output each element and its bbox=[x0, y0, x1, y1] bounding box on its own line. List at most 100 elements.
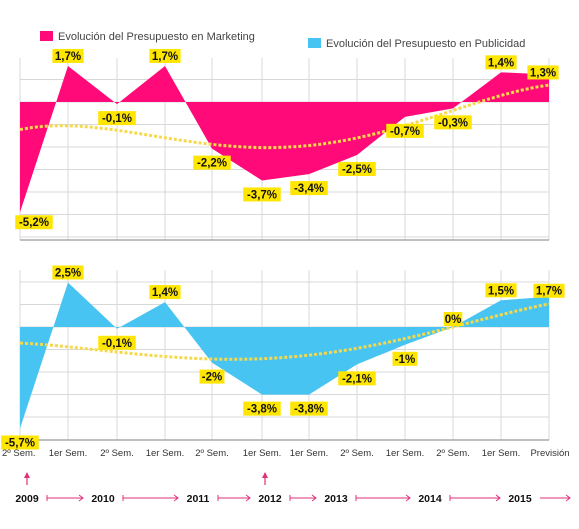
data-label-text: 2,5% bbox=[55, 268, 81, 280]
data-label-bg bbox=[243, 187, 281, 202]
data-label-bg bbox=[149, 48, 181, 63]
data-label-bg bbox=[392, 351, 418, 366]
x-tick-label: 1er Sem. bbox=[386, 448, 425, 459]
timeline-arrow bbox=[173, 494, 179, 502]
legend-swatch-marketing bbox=[40, 31, 53, 41]
data-label-bg bbox=[386, 123, 424, 138]
data-label-bg bbox=[290, 401, 328, 416]
data-label-bg bbox=[52, 265, 84, 280]
data-label: 1,7% bbox=[533, 283, 565, 298]
data-label-bg bbox=[15, 215, 53, 230]
data-label-text: -0,1% bbox=[102, 113, 132, 125]
timeline-year-label: 2012 bbox=[258, 493, 282, 505]
data-label: -5,2% bbox=[15, 215, 53, 230]
data-labels-layer: -5,2% 1,7% -0,1% 1,7% -2,2% -3,7% -3,4% -2,5% -0… bbox=[1, 48, 565, 450]
data-label: -5,7% bbox=[1, 435, 39, 450]
data-label: -2,5% bbox=[338, 162, 376, 176]
data-label-text: -2,5% bbox=[342, 164, 372, 176]
timeline-arrow bbox=[245, 494, 251, 502]
legend-label-publicidad: Evolución del Presupuesto en Publicidad bbox=[326, 38, 525, 50]
data-label-bg bbox=[533, 283, 565, 298]
timeline-year-label: 2009 bbox=[15, 493, 39, 505]
publicidad-trend-line bbox=[19, 302, 550, 361]
data-label-text: 1,5% bbox=[488, 285, 514, 297]
data-label-text: -0,7% bbox=[390, 126, 420, 138]
data-label-bg bbox=[98, 335, 136, 350]
trend-layer bbox=[19, 83, 550, 361]
data-label-bg bbox=[338, 371, 376, 386]
data-label-bg bbox=[243, 401, 281, 416]
x-tick-label: Previsión bbox=[530, 448, 569, 459]
data-label-bg bbox=[193, 155, 231, 170]
data-label: -0,1% bbox=[98, 111, 136, 126]
timeline-arrow bbox=[565, 494, 571, 502]
data-label-text: -1% bbox=[395, 354, 415, 366]
data-label-bg bbox=[338, 162, 376, 176]
timeline-arrow bbox=[405, 494, 411, 502]
data-label: 1,7% bbox=[52, 48, 84, 63]
data-label-text: -3,8% bbox=[247, 404, 277, 416]
x-tick-label: 1er Sem. bbox=[482, 448, 521, 459]
data-label-text: -2% bbox=[202, 372, 222, 384]
timeline-year-label: 2015 bbox=[508, 493, 532, 505]
data-label-text: -3,8% bbox=[294, 404, 324, 416]
data-label-text: 1,4% bbox=[152, 287, 178, 299]
data-label: -0,7% bbox=[386, 123, 424, 138]
x-tick-label: 1er Sem. bbox=[146, 448, 185, 459]
timeline-arrow bbox=[78, 494, 84, 502]
data-label-bg bbox=[434, 115, 472, 130]
timeline-arrow bbox=[311, 494, 317, 502]
data-label: -2% bbox=[199, 369, 225, 384]
data-label-bg bbox=[485, 55, 517, 70]
data-label-text: 1,7% bbox=[152, 51, 178, 63]
data-label-bg bbox=[149, 285, 181, 300]
data-label-text: -5,7% bbox=[5, 437, 35, 449]
data-label: -0,1% bbox=[98, 335, 136, 350]
data-label-bg bbox=[485, 283, 517, 298]
publicidad-area bbox=[20, 282, 549, 429]
data-label-text: -2,1% bbox=[342, 373, 372, 385]
data-label-bg bbox=[1, 435, 39, 450]
data-label: 0% bbox=[443, 312, 463, 326]
timeline-up-arrow-head bbox=[262, 472, 268, 478]
data-label-bg bbox=[199, 369, 225, 384]
data-label: 1,5% bbox=[485, 283, 517, 298]
data-label: -2,2% bbox=[193, 155, 231, 170]
data-label: -3,8% bbox=[243, 401, 281, 416]
data-label-text: 0% bbox=[445, 314, 462, 326]
legend-label-marketing: Evolución del Presupuesto en Marketing bbox=[58, 31, 255, 43]
data-label: -3,7% bbox=[243, 187, 281, 202]
legend-layer: Evolución del Presupuesto en Marketing Ev… bbox=[40, 31, 525, 50]
data-label-text: -0,1% bbox=[102, 338, 132, 350]
x-tick-label: 2º Sem. bbox=[2, 448, 36, 459]
data-label: -3,8% bbox=[290, 401, 328, 416]
data-label: 1,4% bbox=[149, 285, 181, 300]
data-label-text: 1,3% bbox=[530, 67, 556, 79]
x-tick-label: 2º Sem. bbox=[340, 448, 374, 459]
data-label-text: 1,4% bbox=[488, 57, 514, 69]
data-label-text: -3,7% bbox=[247, 189, 277, 201]
data-label-text: -5,2% bbox=[19, 217, 49, 229]
timeline-arrow bbox=[495, 494, 501, 502]
data-label: 1,3% bbox=[527, 65, 559, 80]
timeline-year-label: 2010 bbox=[91, 493, 115, 505]
series-layer bbox=[20, 65, 549, 429]
data-label: 1,7% bbox=[149, 48, 181, 63]
data-label-bg bbox=[98, 111, 136, 126]
data-label-bg bbox=[443, 312, 463, 326]
timeline-year-label: 2011 bbox=[187, 493, 210, 505]
data-label: -0,3% bbox=[434, 115, 472, 130]
legend-swatch-publicidad bbox=[308, 38, 321, 48]
data-label-text: -3,4% bbox=[294, 183, 324, 195]
x-tick-label: 1er Sem. bbox=[49, 448, 88, 459]
x-tick-label: 2º Sem. bbox=[100, 448, 134, 459]
x-axis-layer: 2º Sem. 1er Sem. 2º Sem. 1er Sem. 2º Sem. 1er… bbox=[2, 448, 570, 459]
timeline-up-arrow-head bbox=[24, 472, 30, 478]
data-label-text: 1,7% bbox=[55, 51, 81, 63]
data-label-text: -0,3% bbox=[438, 117, 468, 129]
timeline-year-label: 2013 bbox=[324, 493, 348, 505]
data-label: 2,5% bbox=[52, 265, 84, 280]
x-tick-label: 1er Sem. bbox=[290, 448, 329, 459]
marketing-area bbox=[20, 65, 549, 213]
